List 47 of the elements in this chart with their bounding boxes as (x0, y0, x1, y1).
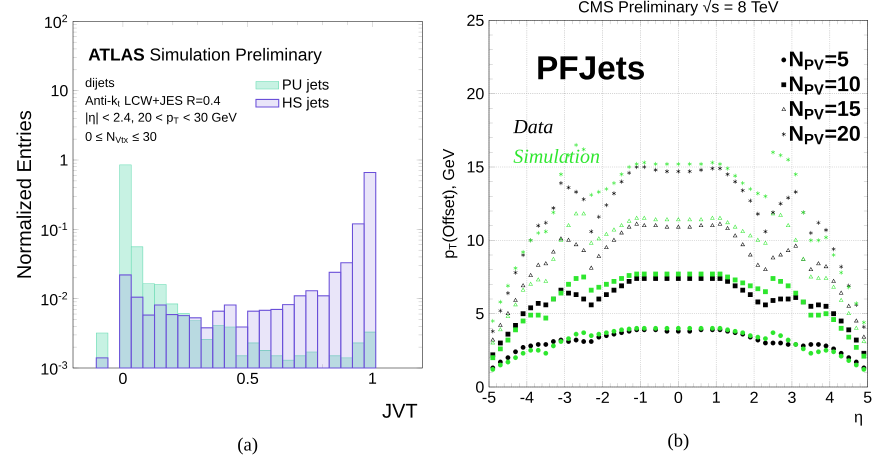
legend-label: N$_{PV}$=15 (790, 101, 860, 120)
annotation: 0 ≤ N$_{Vtx}$ ≤ 30 (86, 132, 156, 143)
y-tick-label: 15 (468, 161, 484, 173)
text: (a) (238, 438, 258, 454)
annotation: Anti-k$_{t}$ LCW+JES R=0.4 (85, 96, 220, 106)
y-tick-label: 10 (52, 85, 68, 96)
y-tick-label: 10$^{2}$ (45, 14, 68, 28)
legend-label: N$_{PV}$=20 (790, 126, 860, 144)
annotation: Data (513, 120, 553, 134)
x-tick-label: 0.5 (237, 372, 258, 384)
x-tick-label: 1 (369, 372, 376, 384)
y-tick-label: 5 (476, 308, 484, 320)
annotation: |η| < 2.4, 20 < p$_{T}$ < 30 GeV (86, 112, 237, 124)
y-tick-label: 20 (467, 88, 484, 100)
x-tick-label: 3 (788, 392, 796, 404)
annotation: dijets (86, 78, 114, 90)
y-tick-label: 0 (476, 381, 484, 393)
x-tick-label: 0 (119, 372, 127, 384)
y-tick-label: 10$^{-2}$ (42, 292, 68, 306)
x-tick-label: 0 (674, 392, 682, 404)
x-axis-title: η (854, 414, 862, 426)
y-axis-title: Normalized Entries (16, 110, 32, 278)
y-tick-label: 1 (60, 154, 68, 166)
annotation: PFJets (538, 56, 644, 80)
x-tick-label: -3 (558, 392, 572, 404)
legend-label: N$_{PV}$=5 (790, 52, 848, 70)
x-tick-label: 1 (712, 392, 720, 403)
x-tick-label: -4 (520, 392, 534, 403)
text: (b) (668, 434, 688, 450)
annotation: Simulation (514, 148, 600, 164)
y-tick-label: 25 (467, 14, 484, 26)
y-tick-label: 10$^{-1}$ (42, 222, 68, 236)
x-tick-label: -2 (596, 392, 609, 403)
x-tick-label: 5 (864, 392, 872, 403)
chart-title: CMS Preliminary √s = 8 TeV (578, 0, 778, 16)
x-tick-label: 4 (826, 392, 834, 403)
y-axis-title: p$_{T}$(Offset), GeV (442, 148, 458, 258)
legend-label: PU jets (283, 78, 329, 93)
y-tick-label: 10$^{-3}$ (42, 361, 68, 375)
text: ATLAS Simulation Preliminary (88, 48, 322, 64)
x-tick-label: 2 (750, 392, 758, 403)
legend-label: HS jets (283, 96, 329, 111)
x-axis-title: JVT (382, 404, 418, 418)
x-tick-label: -5 (482, 392, 496, 403)
y-tick-label: 10 (468, 234, 484, 246)
legend-label: N$_{PV}$=10 (790, 76, 860, 95)
x-tick-label: -1 (634, 392, 647, 403)
